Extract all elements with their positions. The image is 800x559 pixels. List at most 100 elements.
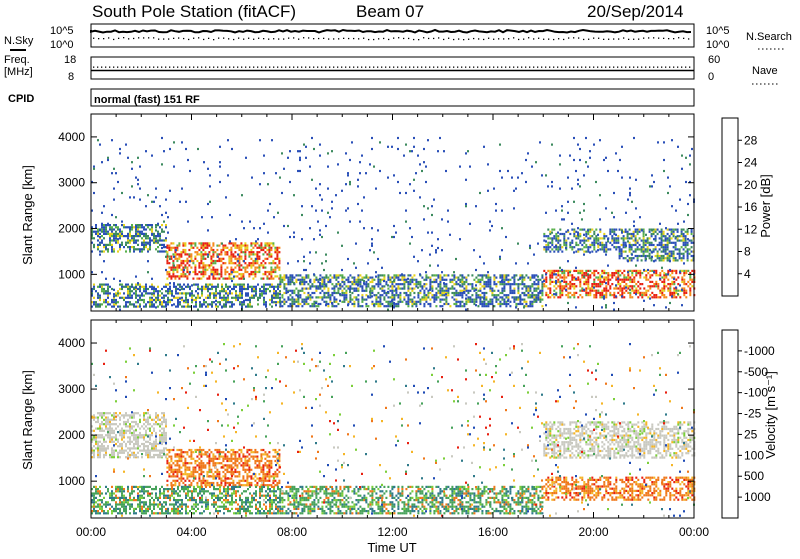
data-cell <box>453 271 455 273</box>
data-cell <box>573 246 575 248</box>
data-cell <box>681 253 683 255</box>
data-cell <box>311 305 313 307</box>
data-cell <box>264 242 266 244</box>
data-cell <box>679 255 681 257</box>
data-cell <box>99 303 101 305</box>
data-cell <box>583 174 585 176</box>
data-cell <box>551 242 553 244</box>
data-cell <box>365 281 367 283</box>
data-cell <box>214 278 216 280</box>
data-cell <box>433 199 435 201</box>
data-cell <box>559 244 561 246</box>
data-cell <box>119 237 121 239</box>
nsearch-point <box>348 38 349 39</box>
data-cell <box>200 273 202 275</box>
data-cell <box>261 295 263 297</box>
data-cell <box>240 242 242 244</box>
data-cell <box>113 454 115 456</box>
data-cell <box>495 283 497 285</box>
data-cell <box>113 278 115 280</box>
data-cell <box>121 221 123 223</box>
data-cell <box>93 284 95 286</box>
data-cell <box>629 296 631 298</box>
data-cell <box>251 295 253 297</box>
data-cell <box>135 231 137 233</box>
nsearch-point <box>478 38 479 39</box>
data-cell <box>545 276 547 278</box>
data-cell <box>383 292 385 294</box>
data-cell <box>361 305 363 307</box>
data-cell <box>279 305 281 307</box>
data-cell <box>232 242 234 244</box>
data-cell <box>513 283 515 285</box>
freq-tick-top: 18 <box>64 54 76 66</box>
data-cell <box>431 245 433 247</box>
data-cell <box>299 159 301 161</box>
data-cell <box>137 224 139 226</box>
data-cell <box>651 281 653 283</box>
data-cell <box>127 441 129 443</box>
data-cell <box>607 279 609 281</box>
data-cell <box>669 274 671 276</box>
data-cell <box>647 272 649 274</box>
data-cell <box>589 287 591 289</box>
data-cell <box>325 277 327 279</box>
data-cell <box>655 296 657 298</box>
data-cell <box>213 295 215 297</box>
nsearch-point <box>498 38 499 39</box>
data-cell <box>489 299 491 301</box>
data-cell <box>293 194 295 196</box>
data-cell <box>260 278 262 280</box>
data-cell <box>186 267 188 269</box>
data-cell <box>123 432 125 434</box>
data-cell <box>166 278 168 280</box>
data-cell <box>673 253 675 255</box>
data-cell <box>373 294 375 296</box>
data-cell <box>501 290 503 292</box>
data-cell <box>419 290 421 292</box>
data-cell <box>545 235 547 237</box>
data-cell <box>240 269 242 271</box>
data-cell <box>361 210 363 212</box>
data-cell <box>301 301 303 303</box>
data-cell <box>579 272 581 274</box>
data-cell <box>229 240 231 242</box>
data-cell <box>289 283 291 285</box>
data-cell <box>139 297 141 299</box>
data-cell <box>205 288 207 290</box>
data-cell <box>625 229 627 231</box>
data-cell <box>411 277 413 279</box>
data-cell <box>587 270 589 272</box>
data-cell <box>172 253 174 255</box>
data-cell <box>105 306 107 308</box>
data-cell <box>351 281 353 283</box>
data-cell <box>289 290 291 292</box>
data-cell <box>403 285 405 287</box>
nsearch-point <box>268 39 269 40</box>
data-cell <box>248 273 250 275</box>
data-cell <box>129 430 131 432</box>
nave-point <box>413 67 414 68</box>
data-cell <box>123 434 125 436</box>
data-cell <box>169 258 171 260</box>
data-cell <box>641 240 643 242</box>
data-cell <box>685 290 687 292</box>
nsearch-point <box>313 38 314 39</box>
data-cell <box>111 419 113 421</box>
data-cell <box>547 237 549 239</box>
data-cell <box>565 281 567 283</box>
data-cell <box>465 205 467 207</box>
data-cell <box>477 281 479 283</box>
data-cell <box>643 240 645 242</box>
data-cell <box>289 236 291 238</box>
data-cell <box>405 294 407 296</box>
data-cell <box>683 221 685 223</box>
data-cell <box>240 251 242 253</box>
data-cell <box>213 286 215 288</box>
data-cell <box>305 303 307 305</box>
nave-point <box>153 67 154 68</box>
data-cell <box>487 305 489 307</box>
data-cell <box>541 277 543 279</box>
data-cell <box>581 218 583 220</box>
data-cell <box>319 155 321 157</box>
